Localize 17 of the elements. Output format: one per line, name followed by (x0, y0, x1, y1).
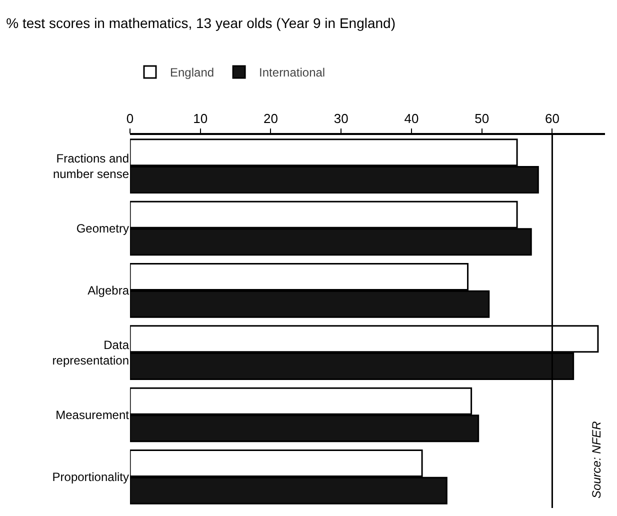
x-tick-label: 20 (264, 111, 278, 126)
legend-label: International (259, 66, 326, 80)
x-tick-label: 0 (126, 111, 134, 126)
y-tick-label: Data representation (52, 338, 130, 368)
y-tick-label: Geometry (76, 221, 129, 236)
legend-label: England (170, 66, 214, 80)
x-tick-label: 10 (193, 111, 208, 126)
x-tick-label: 50 (474, 111, 490, 126)
x-tick-label: 60 (544, 111, 560, 126)
chart-title: % test scores in mathematics, 13 year olds (Year 9 in England) (6, 14, 396, 31)
y-tick-label: Fractions and number sense (52, 151, 130, 182)
x-tick-label: 40 (404, 111, 419, 126)
x-tick-label: 30 (334, 111, 348, 126)
y-tick-label: Algebra (88, 284, 130, 298)
annotation: Source: NFER (589, 420, 604, 499)
y-tick-label: Measurement (56, 408, 130, 422)
y-tick-label: Proportionality (52, 470, 129, 484)
